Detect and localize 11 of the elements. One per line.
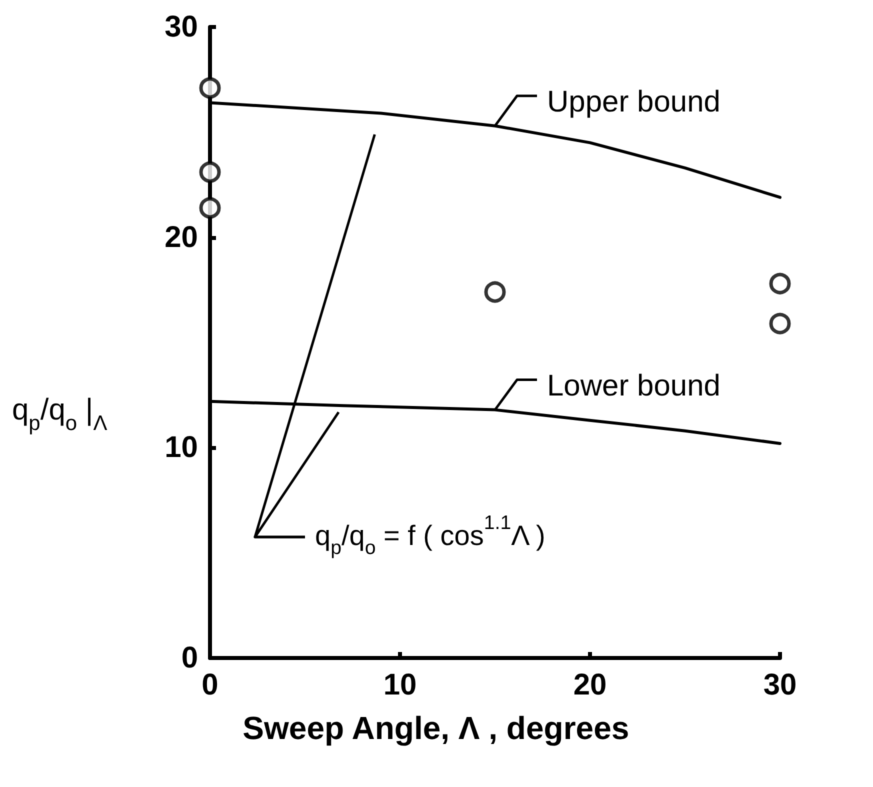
x-axis-title: Sweep Angle, Λ , degrees: [242, 710, 630, 746]
y-tick-label: 0: [181, 642, 198, 674]
annotation: Upper bound: [547, 85, 720, 118]
annotation: Lower bound: [547, 369, 720, 402]
x-tick-label: 30: [763, 668, 797, 702]
y-tick-label: 30: [164, 10, 198, 44]
x-tick-label: 10: [383, 668, 417, 702]
x-tick-label: 20: [573, 668, 607, 702]
y-tick-label: 20: [164, 220, 198, 254]
y-tick-label: 10: [164, 431, 198, 464]
x-tick-label: 0: [202, 668, 218, 702]
